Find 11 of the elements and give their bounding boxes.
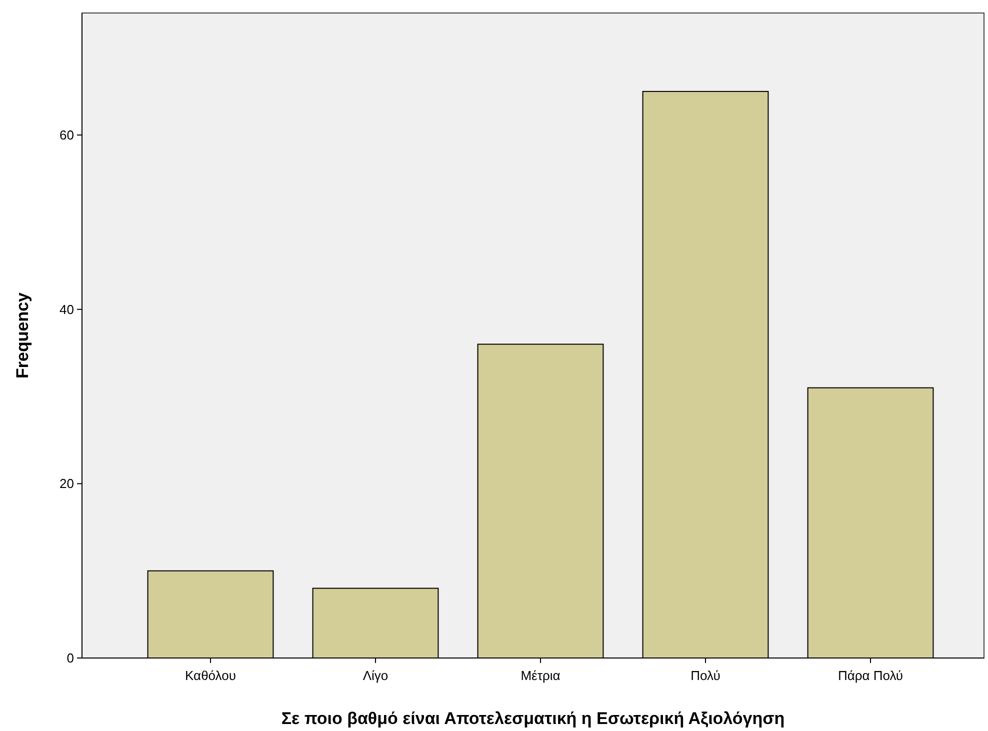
- x-tick-label: Καθόλου: [185, 668, 236, 683]
- x-tick-label: Λίγο: [362, 668, 388, 683]
- y-tick-label: 40: [60, 302, 74, 317]
- x-tick-label: Πάρα Πολύ: [838, 668, 904, 683]
- y-tick-label: 0: [66, 650, 74, 666]
- y-axis-title: Frequency: [13, 292, 32, 378]
- x-axis-title: Σε ποιο βαθμό είναι Αποτελεσματική η Εσωτερική Αξιολόγηση: [281, 709, 785, 728]
- y-tick-label: 20: [60, 476, 74, 492]
- y-tick-label: 60: [60, 128, 74, 143]
- x-tick-label: Μέτρια: [520, 668, 561, 683]
- x-tick-label: Πολύ: [690, 668, 720, 683]
